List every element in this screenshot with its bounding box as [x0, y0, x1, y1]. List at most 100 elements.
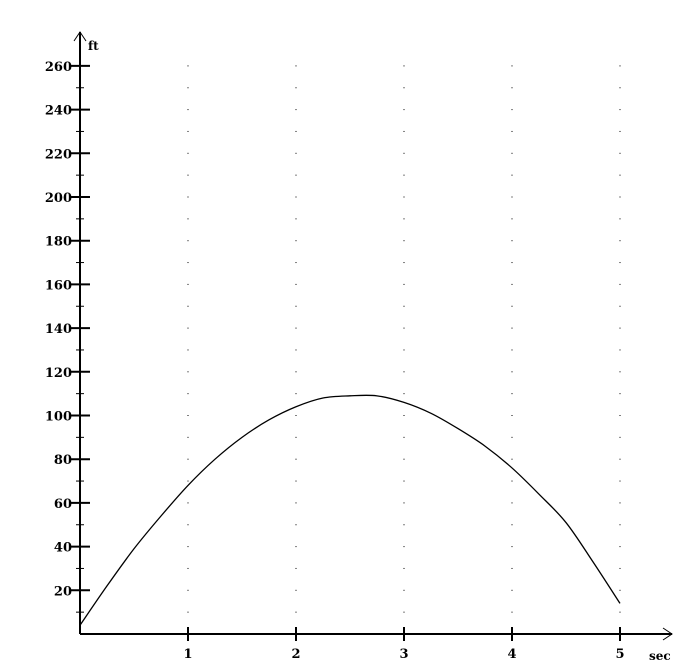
grid-dot: [403, 567, 405, 569]
grid-dot: [511, 218, 513, 220]
y-tick-label: 240: [45, 104, 72, 119]
grid-dot: [403, 174, 405, 176]
grid-dot: [511, 240, 513, 242]
grid-dot: [295, 130, 297, 132]
y-tick-label: 40: [54, 541, 72, 556]
grid-dot: [187, 174, 189, 176]
grid-dot: [295, 415, 297, 416]
grid-dot: [619, 436, 621, 438]
grid-dot: [511, 130, 513, 132]
grid-dot: [187, 567, 189, 569]
grid-dot: [295, 371, 297, 373]
grid-dot: [619, 283, 621, 285]
grid-dot: [295, 283, 297, 285]
grid-dot: [619, 458, 621, 460]
grid-dot: [295, 611, 297, 613]
grid-dot: [403, 393, 405, 395]
grid-dot: [619, 349, 621, 351]
grid-dot: [295, 87, 297, 89]
grid-dot: [511, 305, 513, 307]
y-tick-label: 220: [45, 147, 72, 162]
grid-dot: [511, 371, 513, 373]
grid-dot: [511, 589, 513, 591]
y-tick-label: 60: [54, 497, 72, 512]
grid-dot: [403, 262, 405, 264]
grid-dot: [403, 415, 405, 416]
grid-dot: [187, 65, 189, 67]
grid-dot: [511, 327, 513, 329]
x-tick-label: 4: [507, 647, 516, 662]
grid-dot: [403, 240, 405, 242]
grid-dot: [619, 174, 621, 176]
grid-dot: [511, 283, 513, 285]
grid-dot: [511, 415, 513, 416]
grid-dot: [187, 415, 189, 416]
grid-dot: [187, 109, 189, 111]
grid-dot: [511, 567, 513, 569]
x-tick-label: 1: [183, 647, 192, 662]
grid-dot: [187, 371, 189, 373]
y-axis-label: ft: [88, 39, 99, 53]
grid-dot: [511, 109, 513, 111]
grid-dot: [619, 567, 621, 569]
grid-dot: [619, 218, 621, 220]
grid-dot: [295, 589, 297, 591]
grid-dot: [295, 152, 297, 154]
grid-dot: [187, 305, 189, 307]
grid-dot: [403, 152, 405, 154]
grid-dot: [511, 546, 513, 548]
grid-dot: [187, 240, 189, 242]
grid-dot: [511, 480, 513, 482]
grid-dot: [295, 65, 297, 67]
grid-dot: [403, 283, 405, 285]
grid-dot: [187, 480, 189, 482]
grid-dot: [295, 349, 297, 351]
y-tick-label: 180: [45, 235, 72, 250]
grid-dot: [295, 546, 297, 548]
grid-dot: [187, 546, 189, 548]
x-tick-label: 5: [615, 647, 624, 662]
grid-dot: [511, 436, 513, 438]
grid-dot: [403, 371, 405, 373]
grid-dot: [511, 152, 513, 154]
axes: [73, 31, 673, 641]
grid-dot: [187, 524, 189, 526]
grid-dot: [295, 305, 297, 307]
grid-dot: [619, 130, 621, 132]
series-layer: [79, 394, 621, 626]
grid-dot: [187, 87, 189, 89]
series-line: [79, 394, 621, 626]
grid-dot: [619, 524, 621, 526]
grid-dot: [619, 589, 621, 591]
grid-dot: [403, 349, 405, 351]
y-tick-label: 120: [45, 366, 72, 381]
grid-dot: [619, 502, 621, 504]
grid-dot: [619, 240, 621, 242]
grid-dot: [295, 436, 297, 438]
grid-dot: [187, 130, 189, 132]
grid-dot: [403, 589, 405, 591]
grid-dot: [403, 130, 405, 132]
grid-dot: [403, 611, 405, 613]
grid-dot: [619, 196, 621, 198]
grid-dot: [295, 196, 297, 198]
grid-dot: [403, 436, 405, 438]
grid-dot: [403, 546, 405, 548]
y-tick-label: 160: [45, 278, 72, 293]
x-axis-label: sec: [649, 649, 671, 663]
x-tick-label: 3: [399, 647, 408, 662]
grid-dot: [403, 109, 405, 111]
grid-dot: [619, 393, 621, 395]
grid-dot: [295, 109, 297, 111]
grid-dot: [619, 611, 621, 613]
grid-dot: [511, 393, 513, 395]
grid-dot: [187, 327, 189, 329]
grid-dot: [187, 152, 189, 154]
grid-dot: [187, 283, 189, 285]
grid-dot: [511, 349, 513, 351]
grid-dot: [403, 480, 405, 482]
grid-dot: [295, 327, 297, 329]
grid-dot: [295, 262, 297, 264]
grid-dot: [295, 480, 297, 482]
